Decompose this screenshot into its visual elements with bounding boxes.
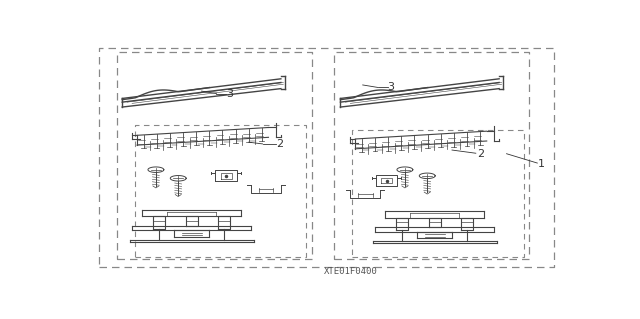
Text: 1: 1 (538, 159, 545, 168)
Text: 2: 2 (276, 139, 283, 149)
Text: XTE01F0400: XTE01F0400 (323, 267, 377, 276)
Text: 3: 3 (388, 82, 394, 93)
Text: 2: 2 (477, 149, 484, 159)
Text: 3: 3 (227, 89, 234, 99)
